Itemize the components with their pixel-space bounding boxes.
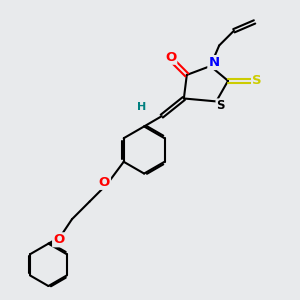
Text: O: O: [53, 233, 64, 246]
Text: S: S: [252, 74, 262, 87]
Text: S: S: [216, 99, 225, 112]
Text: O: O: [165, 51, 176, 64]
Text: H: H: [136, 102, 146, 112]
Text: O: O: [99, 176, 110, 189]
Text: N: N: [208, 56, 220, 69]
